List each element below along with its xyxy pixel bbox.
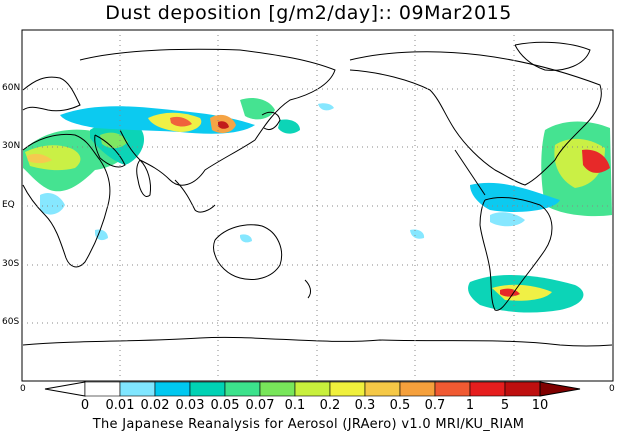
colorbar-swatch — [259, 381, 296, 397]
colorbar-tick-label: 0.1 — [284, 398, 306, 413]
colorbar-swatch — [294, 381, 331, 397]
coast-antarctica — [22, 336, 613, 347]
coast-europe — [22, 76, 81, 112]
coast-arabia — [94, 134, 126, 168]
dust-mongolia — [240, 98, 275, 120]
colorbar-tick-label: 0.07 — [245, 398, 275, 413]
colorbar-swatch — [399, 381, 436, 397]
dust-s-pacific-bits — [410, 229, 425, 239]
dust-arabia-core — [100, 132, 128, 149]
colorbar-swatch — [504, 381, 541, 397]
lat-label-30s: 30S — [2, 259, 20, 269]
edge-label-left: 0 — [20, 384, 26, 394]
lat-label-eq: EQ — [2, 200, 15, 210]
colorbar-swatch — [119, 381, 156, 397]
lat-label-60n: 60N — [2, 83, 21, 93]
dust-northchina-hot — [218, 121, 229, 129]
colorbar-tick-label: 0.7 — [424, 398, 446, 413]
colorbar — [44, 381, 581, 397]
footer-credit: The Japanese Reanalysis for Aerosol (JRA… — [92, 417, 525, 432]
dust-e-pacific-tail — [470, 182, 560, 212]
lat-label-30n: 30N — [2, 141, 21, 151]
lat-label-60s: 60S — [2, 317, 20, 327]
colorbar-over-arrow — [539, 381, 581, 397]
dust-gobi-hot — [170, 116, 192, 127]
colorbar-swatch — [469, 381, 506, 397]
dust-nw-pacific — [278, 119, 300, 134]
edge-label-right: 0 — [609, 384, 615, 394]
colorbar-swatch — [84, 381, 121, 397]
dust-shading — [23, 98, 612, 313]
coast-india — [136, 159, 151, 197]
coast-se-asia — [174, 179, 216, 213]
coast-c-america — [454, 149, 486, 196]
colorbar-swatch — [224, 381, 261, 397]
colorbar-tick-label: 0.03 — [175, 398, 205, 413]
colorbar-swatch — [329, 381, 366, 397]
dust-s-america-north — [490, 212, 525, 227]
colorbar-tick-label: 0.02 — [140, 398, 170, 413]
colorbar-tick-label: 0.01 — [105, 398, 135, 413]
colorbar-swatch — [154, 381, 191, 397]
coastlines — [22, 41, 613, 347]
coast-s-america — [479, 197, 553, 311]
colorbar-swatch — [434, 381, 471, 397]
graticule — [22, 30, 613, 381]
dust-sahara-core — [25, 145, 81, 171]
coast-greenland — [514, 41, 591, 71]
map-title: Dust deposition [g/m2/day]:: 09Mar2015 — [105, 2, 512, 24]
colorbar-tick-label: 5 — [500, 398, 510, 413]
coast-n-america — [349, 51, 602, 186]
colorbar-tick-label: 0 — [80, 398, 90, 413]
colorbar-tick-label: 10 — [531, 398, 549, 413]
colorbar-swatch — [364, 381, 401, 397]
dust-ne-asia-sparse — [318, 103, 334, 111]
coast-asia — [79, 48, 336, 186]
coast-japan — [261, 111, 281, 131]
colorbar-under-arrow — [44, 381, 86, 397]
colorbar-tick-label: 0.5 — [389, 398, 411, 413]
dust-australia — [240, 234, 252, 243]
dust-sahara-hot — [27, 153, 52, 164]
colorbar-tick-label: 0.2 — [319, 398, 341, 413]
dust-s-africa — [95, 229, 108, 241]
colorbar-tick-label: 0.3 — [354, 398, 376, 413]
coast-africa — [22, 133, 111, 268]
coast-australia — [213, 224, 283, 280]
colorbar-tick-label: 0.05 — [210, 398, 240, 413]
dust-w-africa — [40, 193, 65, 215]
dust-e-pacific-hot — [582, 149, 610, 173]
colorbar-swatch — [189, 381, 226, 397]
coast-nz — [304, 279, 312, 299]
colorbar-tick-label: 1 — [465, 398, 475, 413]
